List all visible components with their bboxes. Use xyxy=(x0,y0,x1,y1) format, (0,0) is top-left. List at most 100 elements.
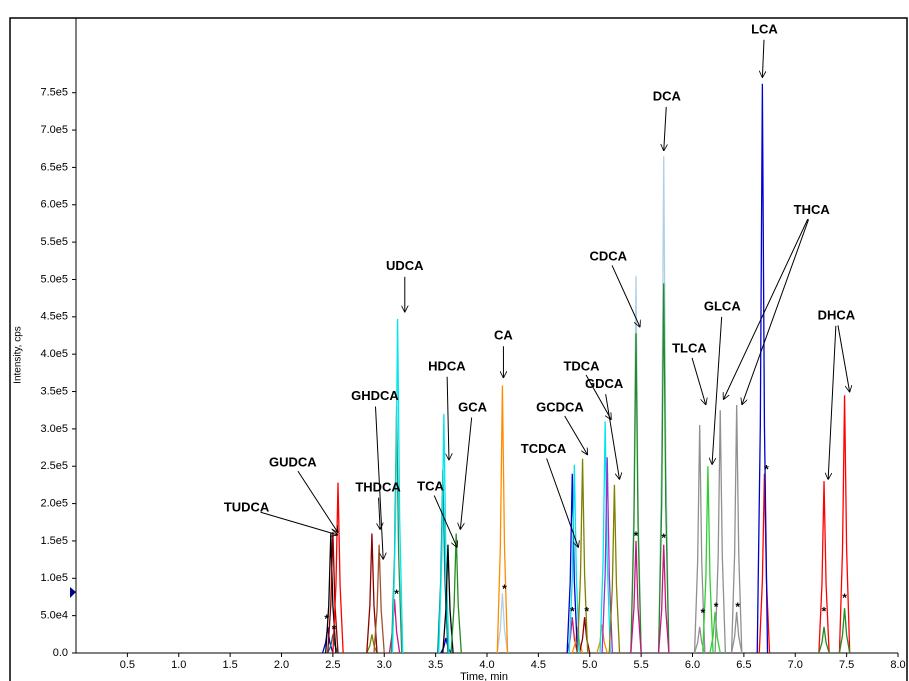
x-tick-label: 8.0 xyxy=(890,659,905,671)
y-tick-label: 5.0e4 xyxy=(40,610,68,622)
arrow xyxy=(611,265,640,327)
peak-label: THCA xyxy=(794,202,831,217)
arrow xyxy=(742,219,810,405)
y-tick-label: 7.5e5 xyxy=(40,87,68,99)
peak-trace xyxy=(838,608,851,654)
peak-trace xyxy=(702,466,714,654)
arrow xyxy=(433,495,457,548)
x-tick-label: 7.5 xyxy=(839,659,854,671)
asterisk: * xyxy=(661,531,666,545)
peak-label: TCA xyxy=(417,479,444,494)
arrow xyxy=(837,325,850,392)
asterisk: * xyxy=(332,622,337,636)
asterisk: * xyxy=(634,529,639,543)
x-tick-label: 4.5 xyxy=(531,659,546,671)
peak-trace xyxy=(693,425,706,654)
asterisk: * xyxy=(842,591,847,605)
x-tick-label: 3.0 xyxy=(377,659,392,671)
peak-trace xyxy=(496,593,509,654)
frame xyxy=(9,17,908,681)
marker xyxy=(70,587,76,598)
peak-trace xyxy=(450,533,462,654)
arrow xyxy=(564,415,588,455)
peak-label: GHDCA xyxy=(351,388,399,403)
x-tick-label: 2.0 xyxy=(274,659,289,671)
y-tick-label: 2.0e5 xyxy=(40,497,68,509)
asterisk: * xyxy=(324,612,329,626)
peak-label: TUDCA xyxy=(224,500,270,515)
y-tick-label: 1.5e5 xyxy=(40,535,68,547)
y-tick-label: 5.0e5 xyxy=(40,273,68,285)
peak-trace xyxy=(818,626,830,654)
x-tick-label: 1.0 xyxy=(171,659,186,671)
peak-trace xyxy=(366,533,378,654)
peak-label: DCA xyxy=(653,89,682,104)
asterisk: * xyxy=(584,604,589,618)
arrow xyxy=(260,511,338,535)
y-tick-label: 3.5e5 xyxy=(40,385,68,397)
arrow xyxy=(605,394,620,480)
peak-label: GLCA xyxy=(704,299,741,314)
x-tick-label: 7.0 xyxy=(788,659,803,671)
peak-label: HDCA xyxy=(428,358,466,373)
peak-trace xyxy=(442,544,454,654)
x-tick-label: 2.5 xyxy=(325,659,340,671)
peak-trace xyxy=(657,283,670,654)
peak-trace xyxy=(758,473,771,654)
peak-trace xyxy=(373,544,385,654)
peak-trace xyxy=(838,395,851,654)
y-tick-label: 5.5e5 xyxy=(40,236,68,248)
x-tick-label: 0.5 xyxy=(120,659,135,671)
peak-trace xyxy=(576,458,589,654)
x-axis-label: Time, min xyxy=(460,671,508,681)
y-tick-label: 7.0e5 xyxy=(40,124,68,136)
peak-label: GDCA xyxy=(585,376,624,391)
y-tick-label: 4.0e5 xyxy=(40,348,68,360)
peak-label: TLCA xyxy=(672,340,707,355)
asterisk: * xyxy=(502,582,507,596)
peak-trace xyxy=(568,464,581,654)
peak-trace xyxy=(601,457,614,654)
y-axis-label: Intensity, cps xyxy=(13,326,24,384)
y-tick-label: 0.0 xyxy=(53,647,68,659)
peak-trace xyxy=(332,482,344,654)
peak-trace xyxy=(709,611,721,654)
peak-trace xyxy=(366,634,378,654)
x-tick-label: 6.0 xyxy=(685,659,700,671)
x-tick-label: 3.5 xyxy=(428,659,443,671)
peak-trace xyxy=(730,611,743,654)
arrow xyxy=(546,458,579,548)
arrow xyxy=(447,376,449,460)
peak-label: TCDCA xyxy=(521,441,567,456)
peak-trace xyxy=(566,473,579,654)
peak-label: TDCA xyxy=(563,358,600,373)
x-tick-label: 1.5 xyxy=(222,659,237,671)
peak-trace xyxy=(657,544,670,654)
arrow xyxy=(828,325,837,480)
arrow xyxy=(723,218,809,400)
arrow xyxy=(712,316,723,465)
asterisk: * xyxy=(700,606,705,620)
asterisk: * xyxy=(822,604,827,618)
y-tick-label: 4.5e5 xyxy=(40,311,68,323)
arrow xyxy=(460,417,473,530)
peak-label: LCA xyxy=(751,21,778,36)
peak-label: THDCA xyxy=(355,479,401,494)
arrow xyxy=(585,374,611,420)
peak-trace xyxy=(657,156,670,654)
peak-trace xyxy=(599,421,611,654)
arrow xyxy=(691,357,706,405)
peak-trace xyxy=(388,599,401,654)
x-tick-label: 4.0 xyxy=(479,659,494,671)
arrow xyxy=(762,39,764,78)
asterisk: * xyxy=(735,600,740,614)
asterisk: * xyxy=(570,604,575,618)
peak-label: CA xyxy=(494,328,513,343)
peak-label: GCDCA xyxy=(536,399,584,414)
peak-trace xyxy=(391,319,404,654)
peak-label: GCA xyxy=(458,399,488,414)
arrow xyxy=(297,470,338,533)
arrow xyxy=(664,106,667,151)
peak-trace xyxy=(756,83,769,654)
